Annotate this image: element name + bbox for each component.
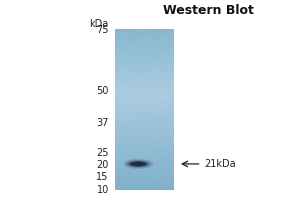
Text: 37: 37: [96, 118, 109, 128]
Text: 75: 75: [96, 25, 109, 35]
Text: 10: 10: [97, 185, 109, 195]
Text: 20: 20: [96, 160, 109, 170]
Ellipse shape: [132, 162, 145, 166]
Ellipse shape: [129, 161, 148, 167]
Text: Western Blot: Western Blot: [164, 4, 254, 17]
Text: 15: 15: [96, 172, 109, 182]
Text: 21kDa: 21kDa: [205, 159, 236, 169]
Text: kDa: kDa: [89, 19, 109, 29]
Text: 25: 25: [96, 148, 109, 158]
Text: 50: 50: [96, 86, 109, 96]
Ellipse shape: [124, 159, 153, 169]
Ellipse shape: [126, 160, 151, 168]
